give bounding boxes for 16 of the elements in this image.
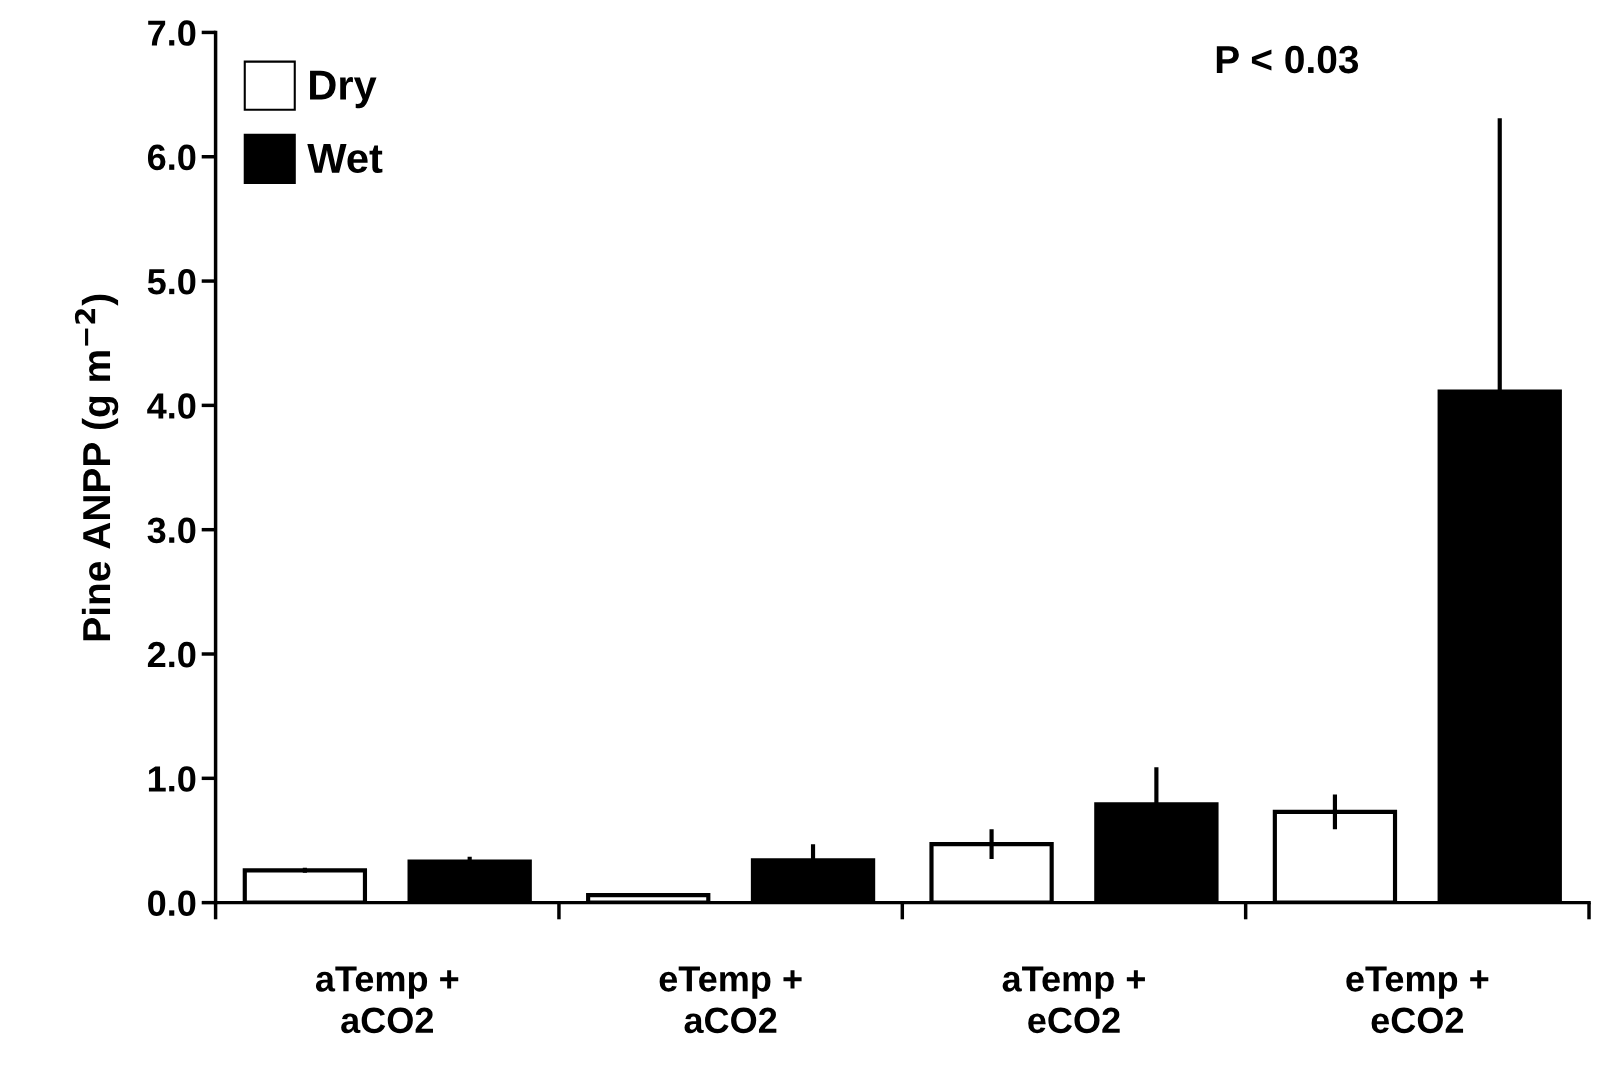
y-tick-label: 7.0	[148, 20, 196, 46]
y-tick-label: 6.0	[147, 144, 196, 171]
x-tick-label: aTemp + aCO2	[315, 966, 459, 1034]
y-tick-label: 1.0	[148, 766, 196, 792]
annotation: P < 0.03	[1216, 45, 1359, 74]
y-tick-label: 0.0	[148, 890, 196, 917]
legend-label: Dry	[310, 70, 377, 109]
y-tick-label: 2.0	[147, 641, 196, 668]
x-tick-label: aTemp + eCO2	[1002, 966, 1145, 1034]
y-tick-label: 5.0	[147, 268, 196, 295]
x-tick-label: eTemp + aCO2	[659, 966, 802, 1034]
legend-label: Wet	[307, 143, 383, 174]
x-tick-label: eTemp + eCO2	[1346, 966, 1489, 1034]
y-axis-title: Pine ANPP (g m$^{−2}$)	[74, 294, 119, 641]
y-tick-label: 4.0	[147, 393, 196, 419]
y-tick-label: 3.0	[147, 517, 196, 544]
